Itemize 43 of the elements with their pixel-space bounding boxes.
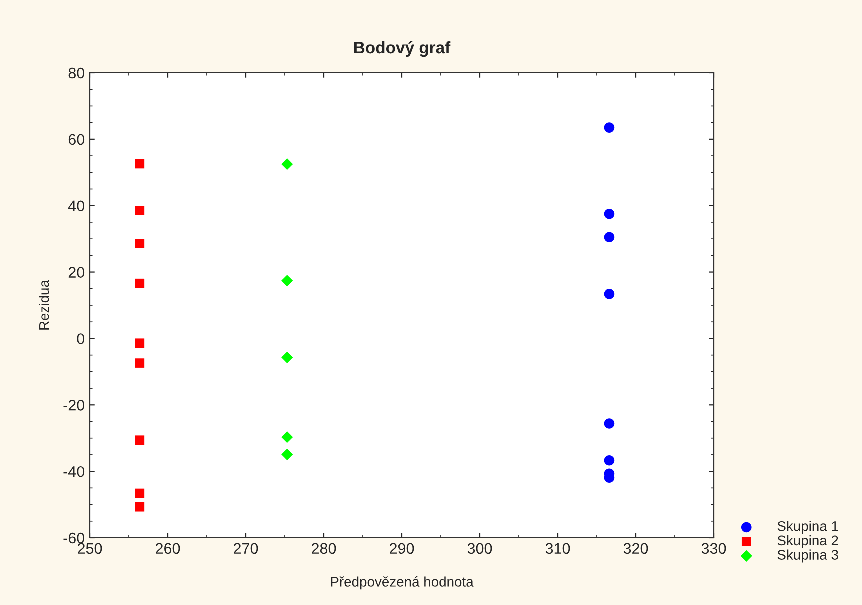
y-axis-title: Rezidua: [39, 280, 50, 330]
point: [282, 158, 294, 170]
point: [282, 432, 294, 444]
point: [604, 232, 615, 243]
point: [135, 239, 145, 248]
point: [604, 418, 615, 429]
point: [135, 159, 145, 169]
legend-label: Skupina 2: [778, 535, 838, 548]
point: [604, 289, 615, 300]
y-tick-label: 40: [68, 200, 85, 212]
point: [135, 488, 145, 498]
legend-label: Skupina 1: [778, 521, 838, 534]
x-tick-label: 330: [702, 543, 726, 554]
x-tick-label: 270: [234, 543, 258, 554]
chart-title: Bodový graf: [354, 41, 451, 58]
y-tick-label: 0: [77, 334, 85, 344]
x-tick-label: 320: [624, 543, 648, 554]
point: [135, 358, 145, 368]
y-tick-label: 80: [68, 68, 85, 79]
x-tick-label: 250: [78, 543, 102, 554]
point: [135, 338, 145, 348]
y-tick-label: -20: [64, 400, 85, 411]
point: [282, 275, 294, 287]
point: [135, 206, 145, 216]
y-tick-label: -40: [64, 466, 85, 478]
point: [604, 455, 615, 466]
x-axis-title: Předpovězená hodnota: [331, 576, 474, 590]
point: [282, 352, 294, 364]
point: [604, 209, 615, 220]
point: [282, 448, 294, 460]
point: [135, 502, 145, 512]
point: [604, 122, 615, 133]
point: [135, 436, 145, 446]
point: [135, 278, 145, 288]
y-tick-label: -60: [64, 532, 85, 544]
legend-label: Skupina 3: [778, 550, 838, 563]
y-tick-label: 60: [68, 134, 85, 146]
x-tick-label: 290: [390, 543, 414, 554]
y-tick-label: 20: [68, 267, 85, 278]
x-tick-label: 260: [156, 543, 180, 554]
x-tick-label: 300: [468, 543, 492, 554]
x-tick-label: 280: [312, 543, 336, 554]
x-tick-label: 310: [546, 543, 570, 554]
